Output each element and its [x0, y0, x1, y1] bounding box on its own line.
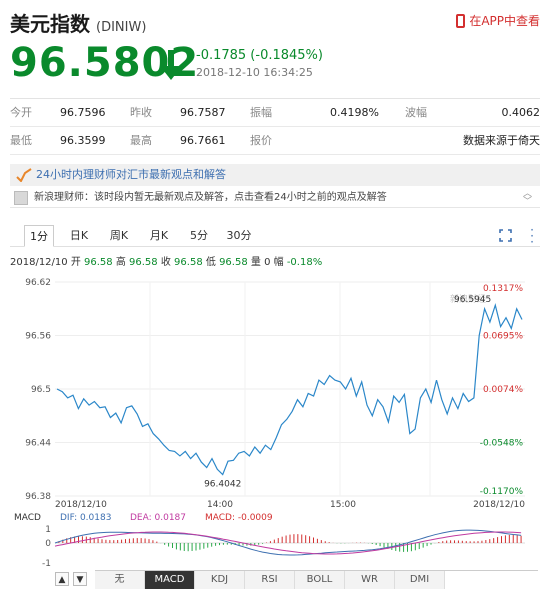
y-tick-label: 96.38: [25, 492, 51, 502]
macd-label: MACD: [14, 513, 41, 523]
y-axis-ticks: 96.62 96.56 96.5 96.44 96.38: [25, 278, 51, 502]
scroll-down-button[interactable]: ▼: [73, 572, 87, 586]
advisor-tip-text: 新浪理财师：该时段内暂无最新观点及解答，点击查看24小时之前的观点及解答: [34, 192, 387, 203]
tab-5min[interactable]: 5分: [190, 229, 208, 242]
data-source: 数据来源于倚天: [463, 134, 540, 147]
indicator-wr[interactable]: WR: [345, 571, 395, 589]
price-series-line: [56, 302, 523, 476]
dea-line: [54, 531, 522, 555]
rate-value: -0.18%: [286, 257, 323, 268]
macd-dif: DIF: 0.0183: [60, 513, 111, 523]
tab-weekly-k[interactable]: 周K: [109, 229, 129, 242]
price-change: -0.1785 (-0.1845%): [196, 48, 323, 63]
indicator-macd[interactable]: MACD: [145, 571, 195, 589]
advisor-banner[interactable]: 24小时内理财师对汇市最新观点和解答: [10, 164, 540, 186]
chart-grid: [55, 281, 525, 497]
tab-monthly-k[interactable]: 月K: [149, 229, 169, 242]
stat-label: 报价: [250, 134, 272, 147]
stat-value: 96.7596: [60, 106, 106, 119]
chart-watermark: 新浪财经: [450, 293, 486, 305]
tab-daily-k[interactable]: 日K: [69, 229, 89, 242]
low-label: 低: [205, 257, 216, 268]
bar-date: 2018/12/10: [10, 257, 68, 268]
high-value: 96.58: [129, 257, 158, 268]
x-tick-label: 15:00: [330, 500, 356, 510]
scroll-up-button[interactable]: ▲: [55, 572, 69, 586]
close-label: 收: [160, 257, 171, 268]
tab-1min[interactable]: 1分: [24, 225, 54, 247]
quote-timestamp: 2018-12-10 16:34:25: [196, 66, 313, 79]
macd-panel: MACD DIF: 0.0183 DEA: 0.0187 MACD: -0.00…: [14, 513, 525, 569]
stat-value: 0.4198%: [330, 106, 379, 119]
x-tick-label: 2018/12/10: [473, 500, 525, 510]
low-annotation: 96.4042: [204, 480, 241, 490]
stat-value: 96.3599: [60, 134, 106, 147]
stat-label: 最高: [130, 134, 152, 147]
macd-tick-label: -1: [42, 559, 51, 569]
instrument-code: (DINIW): [96, 20, 147, 35]
header: 美元指数 (DINIW) 在APP中查看: [10, 8, 540, 36]
period-tabs: 1分 日K 周K 月K 5分 30分 · · ·: [10, 223, 540, 249]
low-value: 96.58: [219, 257, 248, 268]
indicator-dmi[interactable]: DMI: [395, 571, 445, 589]
y-tick-label: 96.5: [31, 385, 51, 395]
macd-value: MACD: -0.0009: [205, 513, 273, 523]
trend-check-icon: [16, 168, 32, 182]
percent-labels: 0.1317% 0.0695% 0.0074% -0.0548% -0.1170%: [480, 284, 524, 497]
stat-label: 昨收: [130, 106, 152, 119]
x-tick-label: 14:00: [207, 500, 233, 510]
close-value: 96.58: [174, 257, 203, 268]
indicator-tabs: 无 MACD KDJ RSI BOLL WR DMI: [95, 570, 538, 589]
tab-30min[interactable]: 30分: [226, 229, 252, 242]
y-tick-label: 96.56: [25, 332, 51, 342]
stat-value: 96.7661: [180, 134, 226, 147]
indicator-kdj[interactable]: KDJ: [195, 571, 245, 589]
indicator-boll[interactable]: BOLL: [295, 571, 345, 589]
x-tick-label: 2018/12/10: [55, 500, 107, 510]
stat-label: 振幅: [250, 106, 272, 119]
stats-table: 今开 96.7596 昨收 96.7587 振幅 0.4198% 波幅 0.40…: [10, 98, 540, 155]
open-label: 开: [70, 257, 81, 268]
percent-tick-label: -0.0548%: [480, 439, 524, 449]
open-value: 96.58: [84, 257, 113, 268]
high-label: 高: [115, 257, 126, 268]
y-tick-label: 96.62: [25, 278, 51, 288]
y-tick-label: 96.44: [25, 439, 51, 449]
expand-toggle-icon[interactable]: ︿ ﹀: [522, 189, 532, 207]
volume-value: 0: [264, 257, 271, 268]
percent-tick-label: 0.0074%: [483, 385, 523, 395]
rate-label: 幅: [273, 257, 284, 268]
x-axis-ticks: 2018/12/10 14:00 15:00 2018/12/10: [55, 500, 525, 510]
macd-dea: DEA: 0.0187: [130, 513, 186, 523]
stat-label: 最低: [10, 134, 32, 147]
macd-tick-label: 1: [45, 525, 51, 535]
open-in-app-link[interactable]: 在APP中查看: [456, 12, 540, 29]
instrument-name: 美元指数: [10, 12, 90, 36]
advisor-tip[interactable]: 新浪理财师：该时段内暂无最新观点及解答，点击查看24小时之前的观点及解答 ︿ ﹀: [10, 188, 540, 208]
open-in-app-label: 在APP中查看: [469, 14, 540, 28]
volume-label: 量: [250, 257, 261, 268]
high-annotation: 96.5945: [454, 295, 491, 305]
percent-tick-label: -0.1170%: [480, 487, 524, 497]
fullscreen-icon[interactable]: [499, 229, 512, 242]
more-options-icon[interactable]: · · ·: [530, 223, 534, 249]
indicator-rsi[interactable]: RSI: [245, 571, 295, 589]
percent-tick-label: 0.0695%: [483, 332, 523, 342]
macd-tick-label: 0: [45, 539, 51, 549]
current-price: 96.5802: [10, 40, 200, 86]
stats-row: 今开 96.7596 昨收 96.7587 振幅 0.4198% 波幅 0.40…: [10, 99, 540, 127]
stats-row: 最低 96.3599 最高 96.7661 报价 数据来源于倚天: [10, 127, 540, 155]
stat-value: 96.7587: [180, 106, 226, 119]
stat-label: 波幅: [405, 106, 427, 119]
phone-icon: [456, 13, 466, 28]
avatar: [14, 191, 28, 205]
bar-quote-line: 2018/12/10 开 96.58 高 96.58 收 96.58 低 96.…: [10, 253, 322, 268]
percent-tick-label: 0.1317%: [483, 284, 523, 294]
indicator-none[interactable]: 无: [95, 571, 145, 589]
down-arrow-icon: [160, 50, 182, 80]
advisor-banner-text: 24小时内理财师对汇市最新观点和解答: [36, 168, 226, 181]
stat-value: 0.4062: [501, 106, 541, 119]
stat-label: 今开: [10, 106, 32, 119]
